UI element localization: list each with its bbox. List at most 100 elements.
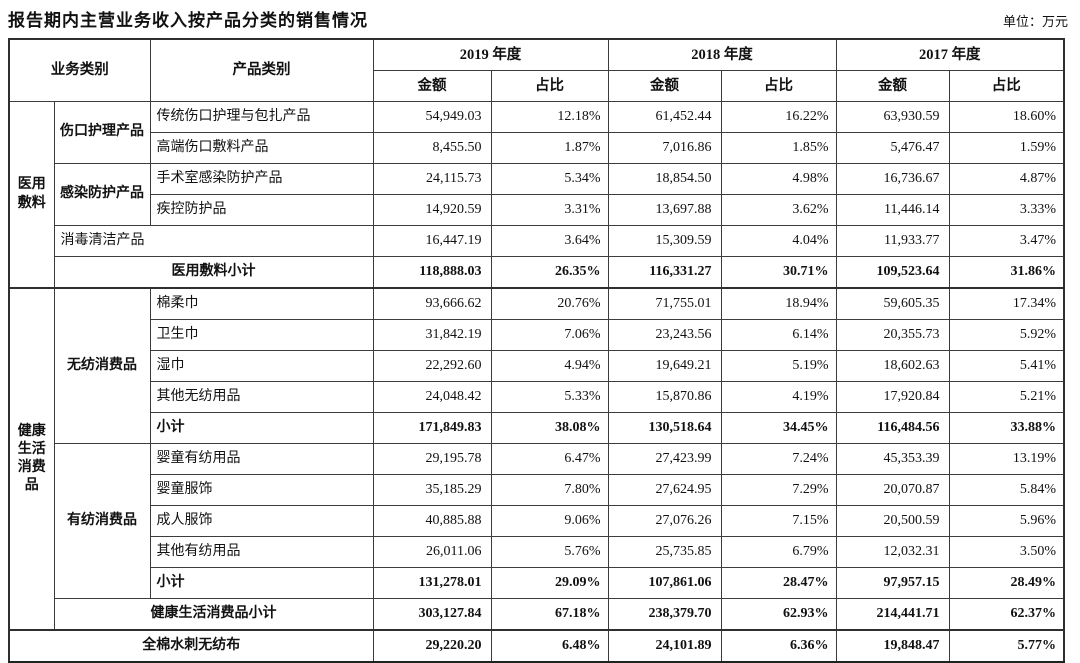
- header-ratio-2018: 占比: [720, 70, 837, 102]
- header-ratio-2019: 占比: [490, 70, 609, 102]
- table-cell: 34.45%: [720, 412, 837, 444]
- table-cell: 17,920.84: [835, 381, 950, 413]
- table-cell: 7.06%: [490, 319, 609, 351]
- table-cell: 27,624.95: [607, 474, 722, 506]
- table-cell: 35,185.29: [372, 474, 492, 506]
- table-cell: 6.36%: [720, 629, 837, 663]
- table-row: 全棉水刺无纺布 29,220.20 6.48% 24,101.89 6.36% 19,84…: [8, 629, 1065, 663]
- table-cell: 29,195.78: [372, 443, 492, 475]
- table-cell: 1.59%: [948, 132, 1065, 164]
- table-cell: 5.34%: [490, 163, 609, 195]
- subgroup-infection-protection: 感染防护产品: [53, 163, 151, 226]
- table-row: 健康生活消费品 无纺消费品 棉柔巾 93,666.62 20.76% 71,755.01 1…: [8, 287, 1065, 631]
- sales-by-product-table: 业务类别 产品类别 2019 年度 2018 年度 2017 年度 金额 占比 …: [8, 38, 1065, 663]
- table-cell: 7.15%: [720, 505, 837, 537]
- table-cell: 12,032.31: [835, 536, 950, 568]
- table-cell: 9.06%: [490, 505, 609, 537]
- table-cell: 高端伤口敷料产品: [149, 132, 374, 164]
- table-cell: 20,070.87: [835, 474, 950, 506]
- table-cell: 3.31%: [490, 194, 609, 226]
- table-cell: 16,736.67: [835, 163, 950, 195]
- table-row: 感染防护产品 手术室感染防护产品 24,115.73 5.34% 18,854.50 4.…: [9, 163, 1065, 226]
- subtotal-nonwoven: 小计: [149, 412, 374, 444]
- table-cell: 棉柔巾: [149, 287, 374, 320]
- table-cell: 15,309.59: [607, 225, 722, 257]
- table-cell: 29,220.20: [372, 629, 492, 663]
- header-row-metrics: 金额 占比 金额 占比 金额 占比: [9, 70, 1065, 102]
- table-cell: 62.37%: [948, 598, 1065, 631]
- table-cell: 17.34%: [948, 287, 1065, 320]
- table-cell: 45,353.39: [835, 443, 950, 475]
- table-cell: 18.94%: [720, 287, 837, 320]
- table-row: 其他有纺用品 26,011.06 5.76% 25,735.85 6.79% 12,032…: [9, 536, 1065, 568]
- table-row: 湿巾 22,292.60 4.94% 19,649.21 5.19% 18,602.63 5…: [9, 350, 1065, 382]
- table-cell: 23,243.56: [607, 319, 722, 351]
- table-cell: 传统伤口护理与包扎产品: [149, 101, 374, 133]
- table-cell: 7.24%: [720, 443, 837, 475]
- table-row: 成人服饰 40,885.88 9.06% 27,076.26 7.15% 20,500.5…: [9, 505, 1065, 537]
- table-cell: 5.19%: [720, 350, 837, 382]
- table-row: 有纺消费品 婴童有纺用品 29,195.78 6.47% 27,423.99 7.24% 4…: [9, 443, 1065, 599]
- table-cell: 16.22%: [720, 101, 837, 133]
- subgroup-wound-care: 伤口护理产品: [53, 101, 151, 164]
- table-cell: 手术室感染防护产品: [149, 163, 374, 195]
- table-cell: 其他无纺用品: [149, 381, 374, 413]
- table-cell: 18,602.63: [835, 350, 950, 382]
- table-cell: 63,930.59: [835, 101, 950, 133]
- group-label-medical-dressing: 医用敷料: [8, 101, 55, 289]
- table-row: 医用敷料 伤口护理产品 传统伤口护理与包扎产品 54,949.03 12.18% 61,4…: [8, 101, 1065, 289]
- header-year-2017: 2017 年度: [835, 38, 1065, 71]
- table-cell: 4.98%: [720, 163, 837, 195]
- table-cell: 14,920.59: [372, 194, 492, 226]
- table-cell: 24,115.73: [372, 163, 492, 195]
- table-cell: 118,888.03: [372, 256, 492, 289]
- table-cell: 8,455.50: [372, 132, 492, 164]
- table-cell: 28.47%: [720, 567, 837, 599]
- table-cell: 31.86%: [948, 256, 1065, 289]
- table-cell: 5.96%: [948, 505, 1065, 537]
- table-cell: 婴童有纺用品: [149, 443, 374, 475]
- table-cell: 59,605.35: [835, 287, 950, 320]
- row-label-spunlace-nonwoven: 全棉水刺无纺布: [8, 629, 374, 663]
- table-cell: 27,076.26: [607, 505, 722, 537]
- table-cell: 7.80%: [490, 474, 609, 506]
- table-cell: 18,854.50: [607, 163, 722, 195]
- table-row: 小计 131,278.01 29.09% 107,861.06 28.47% 97,957…: [9, 567, 1065, 599]
- table-cell: 16,447.19: [372, 225, 492, 257]
- header-amount-2017: 金额: [835, 70, 950, 102]
- table-cell: 6.47%: [490, 443, 609, 475]
- table-cell: 5,476.47: [835, 132, 950, 164]
- header-amount-2019: 金额: [372, 70, 492, 102]
- table-cell: 24,101.89: [607, 629, 722, 663]
- table-cell: 其他有纺用品: [149, 536, 374, 568]
- table-cell: 54,949.03: [372, 101, 492, 133]
- table-cell: 13,697.88: [607, 194, 722, 226]
- header-product-category: 产品类别: [149, 38, 374, 102]
- table-cell: 6.79%: [720, 536, 837, 568]
- table-cell: 30.71%: [720, 256, 837, 289]
- table-row: 卫生巾 31,842.19 7.06% 23,243.56 6.14% 20,355.73…: [9, 319, 1065, 351]
- table-cell: 116,331.27: [607, 256, 722, 289]
- table-cell: 7.29%: [720, 474, 837, 506]
- table-cell: 171,849.83: [372, 412, 492, 444]
- table-cell: 67.18%: [490, 598, 609, 631]
- table-cell: 20.76%: [490, 287, 609, 320]
- table-cell: 93,666.62: [372, 287, 492, 320]
- table-cell: 12.18%: [490, 101, 609, 133]
- table-cell: 18.60%: [948, 101, 1065, 133]
- header-year-2018: 2018 年度: [607, 38, 837, 71]
- table-cell: 4.94%: [490, 350, 609, 382]
- table-cell: 130,518.64: [607, 412, 722, 444]
- table-cell: 131,278.01: [372, 567, 492, 599]
- table-cell: 61,452.44: [607, 101, 722, 133]
- table-row: 医用敷料小计 118,888.03 26.35% 116,331.27 30.71% 10…: [9, 256, 1065, 289]
- document-header: 报告期内主营业务收入按产品分类的销售情况 单位：万元: [8, 6, 1070, 31]
- subgroup-nonwoven: 无纺消费品: [53, 287, 151, 444]
- table-row: 高端伤口敷料产品 8,455.50 1.87% 7,016.86 1.85% 5,476.…: [9, 132, 1065, 164]
- table-cell: 3.47%: [948, 225, 1065, 257]
- table-cell: 5.77%: [948, 629, 1065, 663]
- table-cell: 22,292.60: [372, 350, 492, 382]
- table-cell: 303,127.84: [372, 598, 492, 631]
- table-cell: 4.87%: [948, 163, 1065, 195]
